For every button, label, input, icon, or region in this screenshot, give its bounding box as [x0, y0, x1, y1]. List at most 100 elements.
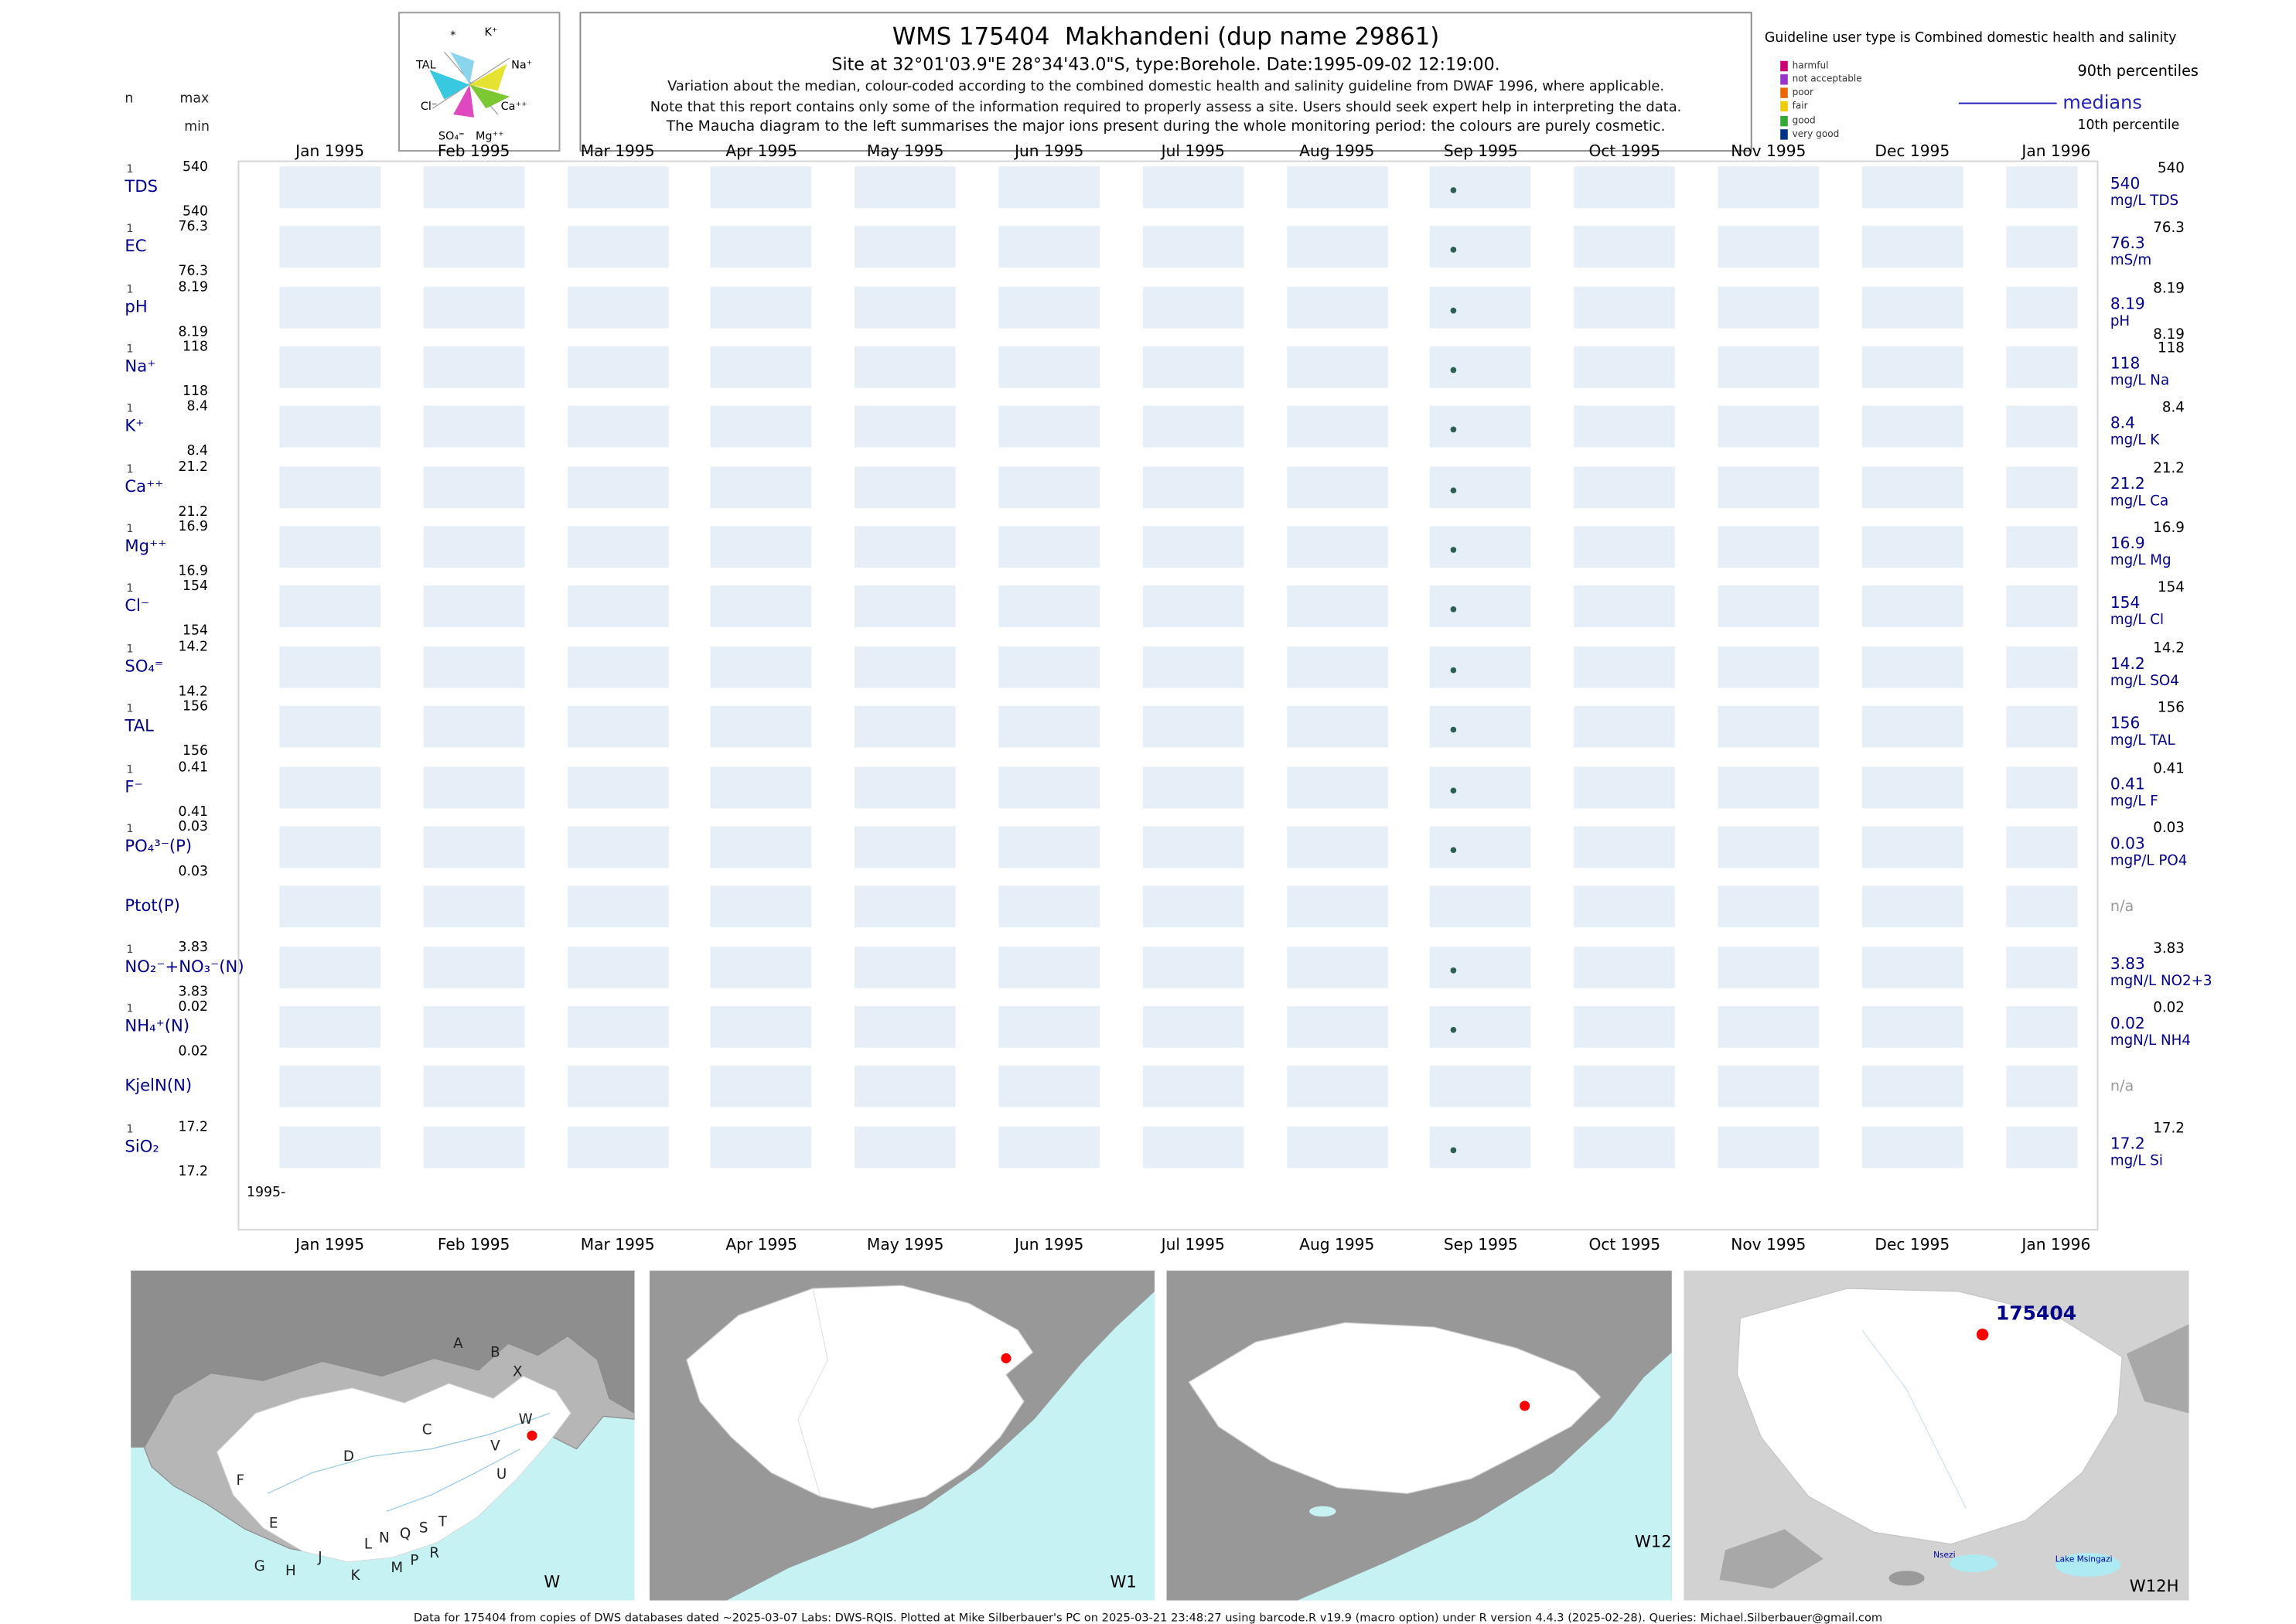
- month-label-bottom: Dec 1995: [1875, 1236, 1950, 1254]
- drainage-region-letter: H: [285, 1563, 296, 1580]
- median-unit: pH: [2110, 312, 2131, 330]
- drainage-region-letter: M: [391, 1560, 404, 1577]
- month-band: [1861, 1005, 1963, 1048]
- month-band: [1861, 1066, 1963, 1108]
- month-band: [1718, 286, 1820, 329]
- month-band: [1718, 885, 1820, 928]
- month-band: [567, 526, 668, 568]
- month-band: [423, 706, 524, 748]
- median-unit: mg/L F: [2110, 793, 2158, 810]
- median-value: 14.2: [2110, 655, 2145, 674]
- max-value: 76.3: [178, 220, 209, 236]
- month-band: [423, 1125, 524, 1168]
- month-band: [279, 226, 380, 268]
- p10-legend-label: 10th percentile: [2077, 118, 2180, 134]
- sample-point: [1450, 247, 1457, 254]
- month-label-bottom: Sep 1995: [1443, 1236, 1518, 1254]
- month-band: [1286, 766, 1388, 808]
- month-band: [1861, 826, 1963, 868]
- title-box: WMS 175404 Makhandeni (dup name 29861) S…: [579, 12, 1752, 152]
- month-band: [567, 1066, 668, 1108]
- max-value: 17.2: [178, 1120, 209, 1135]
- note-disclaimer: Note that this report contains only some…: [650, 99, 1682, 116]
- month-band: [998, 585, 1100, 628]
- sample-point: [1450, 427, 1457, 433]
- month-band: [1142, 885, 1244, 928]
- drainage-region-letter: L: [363, 1537, 372, 1554]
- month-band: [2005, 766, 2077, 808]
- drainage-region-letter: J: [318, 1550, 322, 1567]
- site-marker: [1520, 1401, 1530, 1411]
- month-band: [2005, 466, 2077, 508]
- month-band: [279, 406, 380, 449]
- p90-value: 0.03: [2153, 820, 2185, 837]
- median-line-swatch: [1958, 102, 2057, 104]
- sample-count: 1: [126, 641, 134, 656]
- p90-value: 17.2: [2153, 1120, 2185, 1137]
- month-band: [1430, 346, 1532, 388]
- p90-value: 8.4: [2161, 400, 2185, 417]
- month-band: [567, 646, 668, 688]
- drainage-region-letter: A: [453, 1336, 463, 1353]
- month-band: [567, 406, 668, 449]
- sample-point: [1450, 1146, 1457, 1153]
- month-band: [855, 1005, 957, 1048]
- p90-value: 156: [2158, 700, 2185, 717]
- month-band: [2005, 885, 2077, 928]
- place-label-lake-msingazi: Lake Msingazi: [2055, 1556, 2113, 1565]
- month-label-top: Dec 1995: [1875, 142, 1950, 161]
- month-band: [567, 585, 668, 628]
- month-band: [1142, 526, 1244, 568]
- median-unit: mgP/L PO4: [2110, 852, 2188, 869]
- median-value: 540: [2110, 175, 2141, 193]
- map-catchment-w12h-canvas: [1684, 1271, 2189, 1601]
- drainage-region-letter: P: [410, 1553, 419, 1570]
- month-band: [1142, 1125, 1244, 1168]
- drainage-region-letter: T: [438, 1514, 448, 1531]
- month-band: [279, 766, 380, 808]
- month-band: [1286, 885, 1388, 928]
- month-band: [1718, 526, 1820, 568]
- month-band: [1430, 946, 1532, 988]
- month-band: [1430, 646, 1532, 688]
- month-label-bottom: Feb 1995: [437, 1236, 510, 1254]
- month-band: [998, 646, 1100, 688]
- month-band: [1430, 466, 1532, 508]
- guideline-class-swatch: [1780, 73, 1788, 85]
- drainage-region-letter: D: [343, 1448, 354, 1465]
- month-band: [1574, 346, 1676, 388]
- month-band: [1718, 406, 1820, 449]
- month-label-top: Jan 1995: [295, 142, 365, 161]
- month-band: [1286, 526, 1388, 568]
- month-band: [567, 226, 668, 268]
- month-band: [279, 946, 380, 988]
- month-band: [1142, 706, 1244, 748]
- month-band: [998, 946, 1100, 988]
- p90-value: 21.2: [2153, 460, 2185, 477]
- place-label-nsezi: Nsezi: [1933, 1551, 1956, 1561]
- month-label-bottom: Jan 1996: [2021, 1236, 2091, 1254]
- month-band: [1286, 1005, 1388, 1048]
- month-label-top: Jan 1996: [2021, 142, 2091, 161]
- page-title: WMS 175404 Makhandeni (dup name 29861): [892, 22, 1440, 51]
- max-value: 21.2: [178, 460, 209, 476]
- sample-point: [1450, 786, 1457, 793]
- month-band: [1574, 885, 1676, 928]
- month-band: [1142, 406, 1244, 449]
- param-label: Ptot(P): [125, 896, 180, 916]
- month-band: [855, 466, 957, 508]
- month-band: [1861, 466, 1963, 508]
- drainage-region-letter: B: [490, 1345, 500, 1362]
- month-band: [711, 226, 812, 268]
- month-band: [1574, 466, 1676, 508]
- min-value: 3.83: [178, 984, 209, 1000]
- month-band: [998, 766, 1100, 808]
- min-value: 17.2: [178, 1164, 209, 1180]
- month-band: [1430, 885, 1532, 928]
- month-band: [998, 826, 1100, 868]
- month-band: [567, 1125, 668, 1168]
- max-value: 0.02: [178, 1000, 209, 1015]
- sample-point: [1450, 667, 1457, 674]
- max-value: 156: [183, 700, 209, 715]
- month-band: [1718, 226, 1820, 268]
